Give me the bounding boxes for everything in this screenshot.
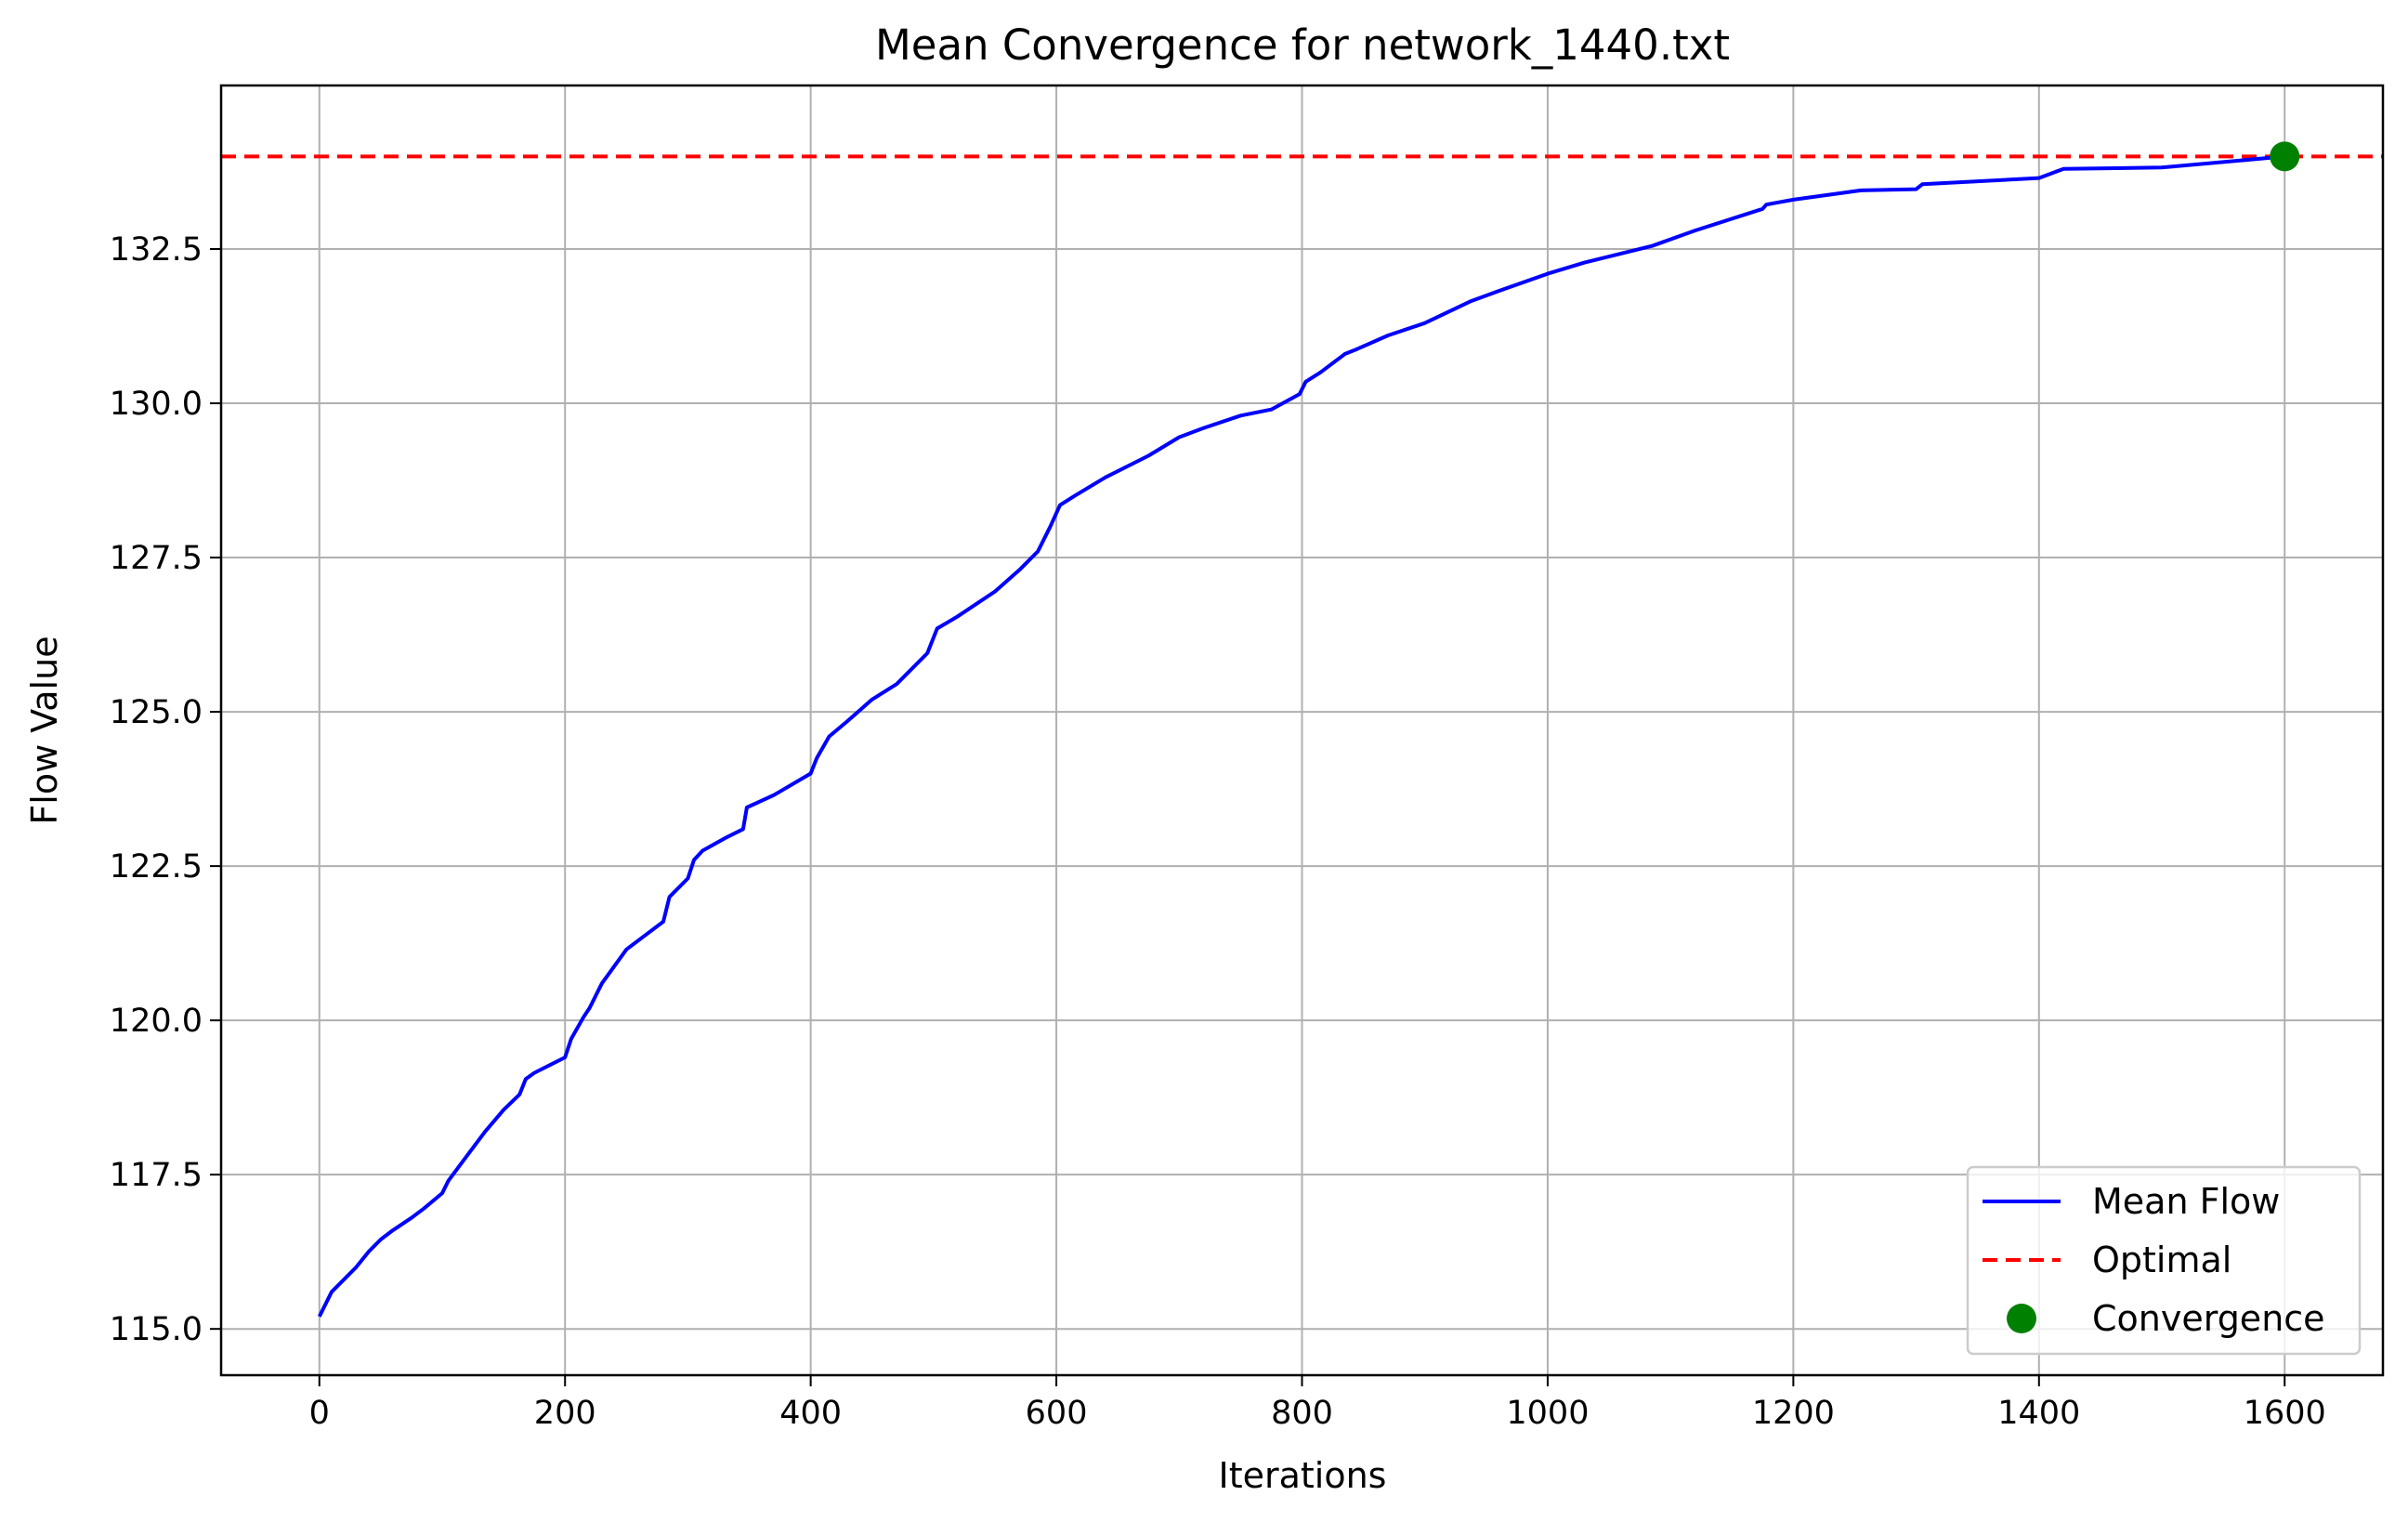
x-tick-label: 600 xyxy=(1026,1395,1088,1432)
y-axis-ticks: 115.0 117.5 120.0 122.5 125.0 127.5 130.0 132.5 xyxy=(110,231,221,1348)
legend: Mean Flow Optimal Convergence xyxy=(1966,1165,2362,1356)
legend-convergence-label: Convergence xyxy=(2092,1298,2325,1339)
x-axis-ticks: 0 200 400 600 800 1000 1200 1400 1600 xyxy=(309,1375,2326,1432)
y-axis-label: Flow Value xyxy=(24,636,65,824)
y-tick-label: 130.0 xyxy=(110,386,203,423)
x-axis-label: Iterations xyxy=(1219,1455,1387,1496)
y-tick-label: 115.0 xyxy=(110,1311,203,1348)
x-tick-label: 1600 xyxy=(2244,1395,2326,1432)
legend-convergence-swatch xyxy=(2007,1304,2036,1333)
convergence-marker xyxy=(2270,141,2300,172)
chart-title: Mean Convergence for network_1440.txt xyxy=(875,20,1730,70)
x-tick-label: 1400 xyxy=(1997,1395,2080,1432)
x-tick-label: 1000 xyxy=(1506,1395,1589,1432)
y-tick-label: 117.5 xyxy=(110,1157,203,1194)
y-tick-label: 122.5 xyxy=(110,848,203,886)
x-tick-label: 800 xyxy=(1271,1395,1333,1432)
y-tick-label: 120.0 xyxy=(110,1003,203,1040)
legend-optimal-label: Optimal xyxy=(2092,1240,2231,1280)
x-tick-label: 200 xyxy=(534,1395,596,1432)
x-tick-label: 0 xyxy=(309,1395,330,1432)
legend-mean-flow-label: Mean Flow xyxy=(2092,1181,2280,1222)
y-tick-label: 125.0 xyxy=(110,694,203,731)
legend-box xyxy=(1966,1165,2362,1356)
y-tick-label: 132.5 xyxy=(110,231,203,269)
y-tick-label: 127.5 xyxy=(110,540,203,577)
x-tick-label: 1200 xyxy=(1752,1395,1835,1432)
mean-flow-line xyxy=(318,154,2285,1318)
x-tick-label: 400 xyxy=(779,1395,842,1432)
